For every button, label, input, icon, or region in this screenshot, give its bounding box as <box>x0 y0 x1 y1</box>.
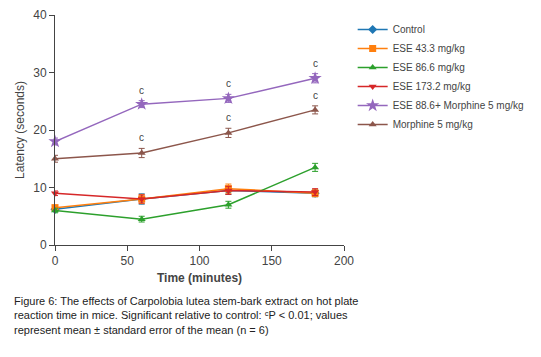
svg-text:100: 100 <box>189 254 209 268</box>
svg-text:Latency (seconds): Latency (seconds) <box>13 81 27 179</box>
svg-text:ESE 43.3 mg/kg: ESE 43.3 mg/kg <box>393 43 465 54</box>
svg-text:Control: Control <box>393 24 425 35</box>
svg-text:Time (minutes): Time (minutes) <box>157 271 242 285</box>
svg-text:ESE 86.6 mg/kg: ESE 86.6 mg/kg <box>393 62 465 73</box>
svg-text:c: c <box>313 58 318 69</box>
svg-text:200: 200 <box>334 254 354 268</box>
svg-text:c: c <box>226 112 231 123</box>
svg-text:ESE 88.6+ Morphine 5 mg/kg: ESE 88.6+ Morphine 5 mg/kg <box>393 100 524 111</box>
svg-text:50: 50 <box>121 254 135 268</box>
svg-text:40: 40 <box>33 8 47 22</box>
svg-text:c: c <box>139 85 144 96</box>
svg-text:0: 0 <box>40 238 47 252</box>
svg-text:c: c <box>226 78 231 89</box>
svg-text:20: 20 <box>33 123 47 137</box>
svg-text:10: 10 <box>33 181 47 195</box>
svg-text:0: 0 <box>52 254 59 268</box>
svg-text:30: 30 <box>33 66 47 80</box>
svg-text:ESE 173.2 mg/kg: ESE 173.2 mg/kg <box>393 81 471 92</box>
svg-text:150: 150 <box>262 254 282 268</box>
svg-text:Morphine 5 mg/kg: Morphine 5 mg/kg <box>393 119 473 130</box>
svg-text:c: c <box>313 90 318 101</box>
svg-text:c: c <box>139 132 144 143</box>
svg-text:Figure 6: The effects of Carpo: Figure 6: The effects of Carpolobia lute… <box>14 295 358 336</box>
